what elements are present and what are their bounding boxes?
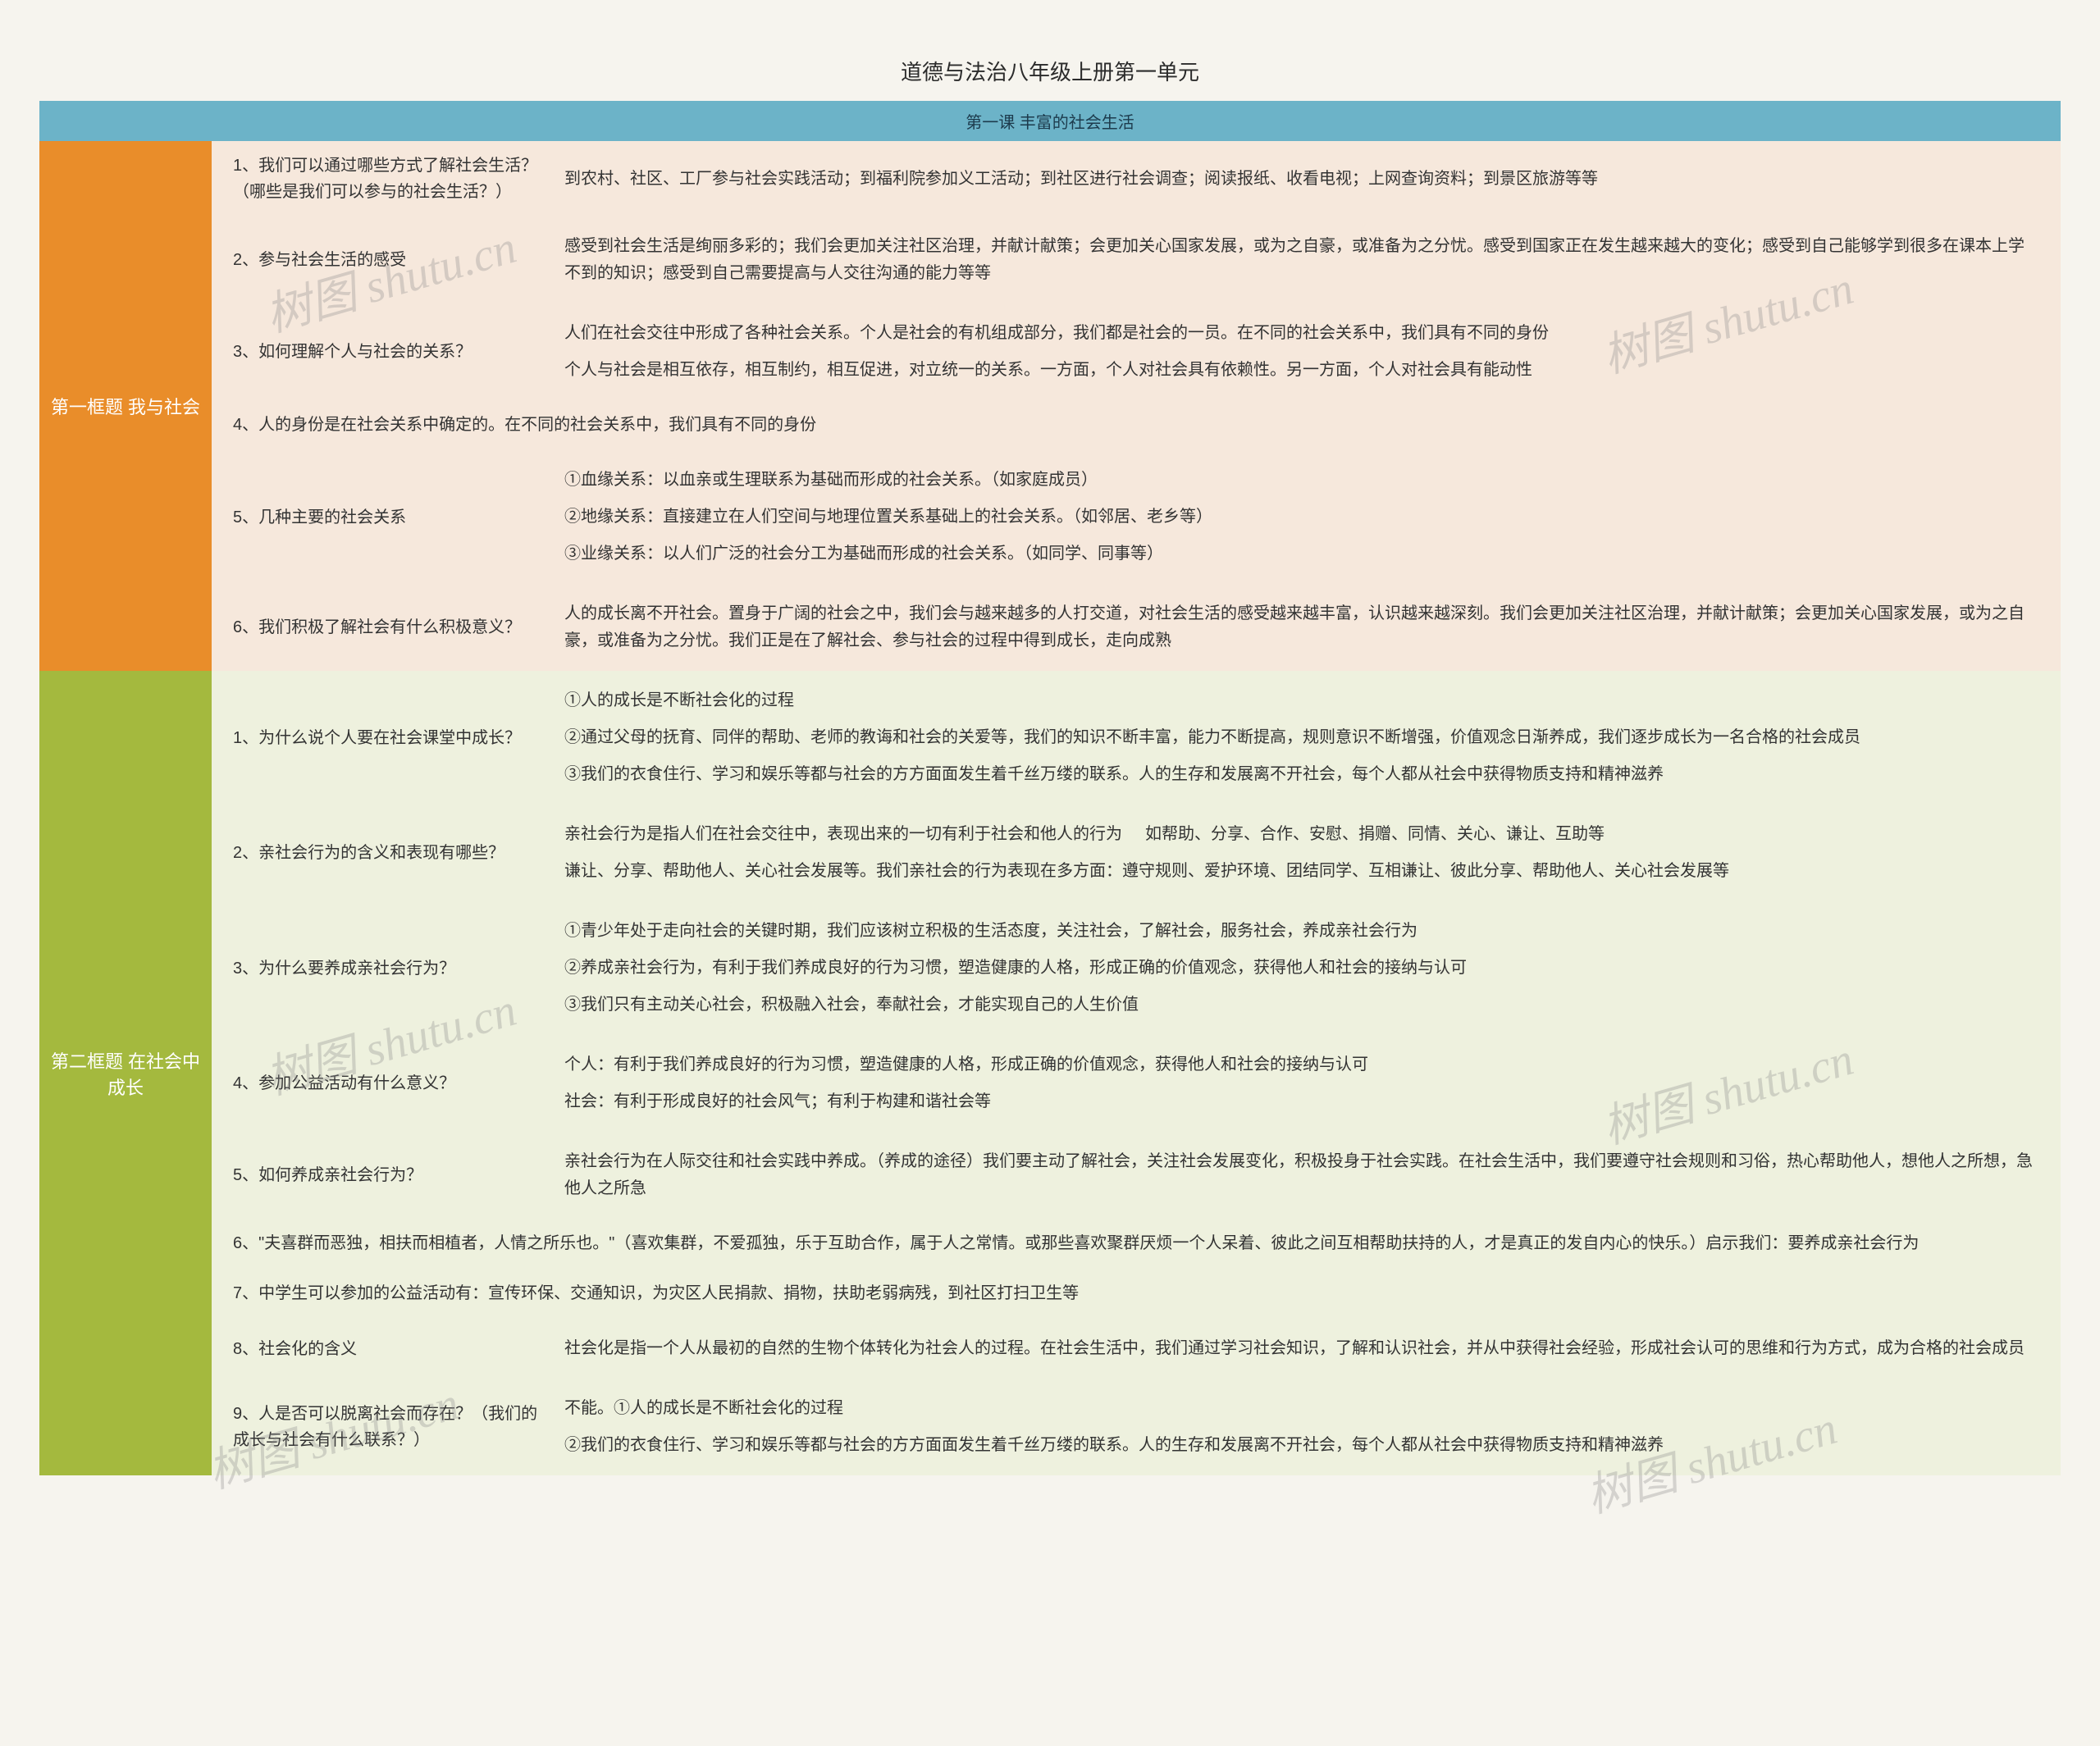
answer-line: 到农村、社区、工厂参与社会实践活动；到福利院参加义工活动；到社区进行社会调查；阅… xyxy=(564,161,2034,198)
answer-line: ③我们的衣食住行、学习和娱乐等都与社会的方方面面发生着千丝万缕的联系。人的生存和… xyxy=(564,756,2034,793)
section-2: 第二框题 在社会中成长 1、为什么说个人要在社会课堂中成长？①人的成长是不断社会… xyxy=(39,671,2061,1475)
question-cell: 9、人是否可以脱离社会而存在？（我们的成长与社会有什么联系？） xyxy=(212,1379,556,1475)
qa-row: 3、为什么要养成亲社会行为？①青少年处于走向社会的关键时期，我们应该树立积极的生… xyxy=(212,901,2061,1035)
answer-line: 谦让、分享、帮助他人、关心社会发展等。我们亲社会的行为表现在多方面：遵守规则、爱… xyxy=(564,853,2034,890)
qa-row: 2、亲社会行为的含义和表现有哪些？亲社会行为是指人们在社会交往中，表现出来的一切… xyxy=(212,805,2061,901)
answer-line: ②养成亲社会行为，有利于我们养成良好的行为习惯，塑造健康的人格，形成正确的价值观… xyxy=(564,950,2034,987)
answer-cell: ①人的成长是不断社会化的过程②通过父母的抚育、同伴的帮助、老师的教诲和社会的关爱… xyxy=(556,671,2061,805)
question-cell: 1、我们可以通过哪些方式了解社会生活？（哪些是我们可以参与的社会生活？） xyxy=(212,141,556,217)
answer-line: ②我们的衣食住行、学习和娱乐等都与社会的方方面面发生着千丝万缕的联系。人的生存和… xyxy=(564,1427,2034,1464)
question-cell: 2、参与社会生活的感受 xyxy=(212,217,556,303)
question-cell: 4、参加公益活动有什么意义？ xyxy=(212,1035,556,1132)
answer-line: ③我们只有主动关心社会，积极融入社会，奉献社会，才能实现自己的人生价值 xyxy=(564,987,2034,1023)
qa-row: 4、参加公益活动有什么意义？个人：有利于我们养成良好的行为习惯，塑造健康的人格，… xyxy=(212,1035,2061,1132)
answer-line: ②通过父母的抚育、同伴的帮助、老师的教诲和社会的关爱等，我们的知识不断丰富，能力… xyxy=(564,719,2034,756)
mindmap-sheet: 道德与法治八年级上册第一单元 第一课 丰富的社会生活 第一框题 我与社会 1、我… xyxy=(39,39,2061,1475)
question-cell: 3、为什么要养成亲社会行为？ xyxy=(212,901,556,1035)
lesson-title: 第一课 丰富的社会生活 xyxy=(39,101,2061,141)
question-cell: 8、社会化的含义 xyxy=(212,1319,556,1379)
page-title: 道德与法治八年级上册第一单元 xyxy=(39,39,2061,101)
answer-line: ②地缘关系：直接建立在人们空间与地理位置关系基础上的社会关系。（如邻居、老乡等） xyxy=(564,499,2034,536)
qa-row: 6、我们积极了解社会有什么积极意义？人的成长离不开社会。置身于广阔的社会之中，我… xyxy=(212,584,2061,671)
section-2-body: 1、为什么说个人要在社会课堂中成长？①人的成长是不断社会化的过程②通过父母的抚育… xyxy=(212,671,2061,1475)
answer-line: ①青少年处于走向社会的关键时期，我们应该树立积极的生活态度，关注社会，了解社会，… xyxy=(564,913,2034,950)
qa-row: 1、为什么说个人要在社会课堂中成长？①人的成长是不断社会化的过程②通过父母的抚育… xyxy=(212,671,2061,805)
answer-line: 不能。①人的成长是不断社会化的过程 xyxy=(564,1390,2034,1427)
answer-line: 亲社会行为在人际交往和社会实践中养成。（养成的途径）我们要主动了解社会，关注社会… xyxy=(564,1143,2034,1207)
answer-line: 个人与社会是相互依存，相互制约，相互促进，对立统一的关系。一方面，个人对社会具有… xyxy=(564,352,2034,389)
qa-row: 3、如何理解个人与社会的关系？人们在社会交往中形成了各种社会关系。个人是社会的有… xyxy=(212,303,2061,400)
answer-cell: 到农村、社区、工厂参与社会实践活动；到福利院参加义工活动；到社区进行社会调查；阅… xyxy=(556,141,2061,217)
answer-line: ①血缘关系：以血亲或生理联系为基础而形成的社会关系。（如家庭成员） xyxy=(564,462,2034,499)
question-cell: 6、我们积极了解社会有什么积极意义？ xyxy=(212,584,556,671)
full-row: 6、"夫喜群而恶独，相扶而相植者，人情之所乐也。"（喜欢集群，不爱孤独，乐于互助… xyxy=(212,1219,2061,1269)
qa-row: 8、社会化的含义社会化是指一个人从最初的自然的生物个体转化为社会人的过程。在社会… xyxy=(212,1319,2061,1379)
answer-line: 感受到社会生活是绚丽多彩的；我们会更加关注社区治理，并献计献策；会更加关心国家发… xyxy=(564,228,2034,292)
answer-cell: 亲社会行为是指人们在社会交往中，表现出来的一切有利于社会和他人的行为如帮助、分享… xyxy=(556,805,2061,901)
section-2-rail: 第二框题 在社会中成长 xyxy=(39,671,212,1475)
answer-line: 社会化是指一个人从最初的自然的生物个体转化为社会人的过程。在社会生活中，我们通过… xyxy=(564,1330,2034,1367)
qa-row: 5、如何养成亲社会行为？亲社会行为在人际交往和社会实践中养成。（养成的途径）我们… xyxy=(212,1132,2061,1219)
answer-line: 人的成长离不开社会。置身于广阔的社会之中，我们会与越来越多的人打交道，对社会生活… xyxy=(564,595,2034,659)
full-row: 4、人的身份是在社会关系中确定的。在不同的社会关系中，我们具有不同的身份 xyxy=(212,400,2061,450)
answer-line: 个人：有利于我们养成良好的行为习惯，塑造健康的人格，形成正确的价值观念，获得他人… xyxy=(564,1046,2034,1083)
question-cell: 1、为什么说个人要在社会课堂中成长？ xyxy=(212,671,556,805)
qa-row: 9、人是否可以脱离社会而存在？（我们的成长与社会有什么联系？）不能。①人的成长是… xyxy=(212,1379,2061,1475)
answer-cell: 人的成长离不开社会。置身于广阔的社会之中，我们会与越来越多的人打交道，对社会生活… xyxy=(556,584,2061,671)
answer-line: 亲社会行为是指人们在社会交往中，表现出来的一切有利于社会和他人的行为如帮助、分享… xyxy=(564,816,2034,853)
answer-line: 社会：有利于形成良好的社会风气；有利于构建和谐社会等 xyxy=(564,1083,2034,1120)
qa-row: 1、我们可以通过哪些方式了解社会生活？（哪些是我们可以参与的社会生活？）到农村、… xyxy=(212,141,2061,217)
answer-cell: 人们在社会交往中形成了各种社会关系。个人是社会的有机组成部分，我们都是社会的一员… xyxy=(556,303,2061,400)
section-1: 第一框题 我与社会 1、我们可以通过哪些方式了解社会生活？（哪些是我们可以参与的… xyxy=(39,141,2061,671)
qa-row: 5、几种主要的社会关系①血缘关系：以血亲或生理联系为基础而形成的社会关系。（如家… xyxy=(212,450,2061,584)
answer-cell: 感受到社会生活是绚丽多彩的；我们会更加关注社区治理，并献计献策；会更加关心国家发… xyxy=(556,217,2061,303)
answer-cell: 亲社会行为在人际交往和社会实践中养成。（养成的途径）我们要主动了解社会，关注社会… xyxy=(556,1132,2061,1219)
question-cell: 3、如何理解个人与社会的关系？ xyxy=(212,303,556,400)
question-cell: 2、亲社会行为的含义和表现有哪些？ xyxy=(212,805,556,901)
full-row: 7、中学生可以参加的公益活动有：宣传环保、交通知识，为灾区人民捐款、捐物，扶助老… xyxy=(212,1269,2061,1319)
question-cell: 5、几种主要的社会关系 xyxy=(212,450,556,584)
answer-cell: 不能。①人的成长是不断社会化的过程②我们的衣食住行、学习和娱乐等都与社会的方方面… xyxy=(556,1379,2061,1475)
answer-line: ③业缘关系：以人们广泛的社会分工为基础而形成的社会关系。（如同学、同事等） xyxy=(564,536,2034,572)
answer-cell: 社会化是指一个人从最初的自然的生物个体转化为社会人的过程。在社会生活中，我们通过… xyxy=(556,1319,2061,1379)
section-1-body: 1、我们可以通过哪些方式了解社会生活？（哪些是我们可以参与的社会生活？）到农村、… xyxy=(212,141,2061,671)
answer-cell: ①血缘关系：以血亲或生理联系为基础而形成的社会关系。（如家庭成员）②地缘关系：直… xyxy=(556,450,2061,584)
question-cell: 5、如何养成亲社会行为？ xyxy=(212,1132,556,1219)
answer-cell: ①青少年处于走向社会的关键时期，我们应该树立积极的生活态度，关注社会，了解社会，… xyxy=(556,901,2061,1035)
qa-row: 2、参与社会生活的感受感受到社会生活是绚丽多彩的；我们会更加关注社区治理，并献计… xyxy=(212,217,2061,303)
answer-cell: 个人：有利于我们养成良好的行为习惯，塑造健康的人格，形成正确的价值观念，获得他人… xyxy=(556,1035,2061,1132)
section-1-rail: 第一框题 我与社会 xyxy=(39,141,212,671)
answer-line: ①人的成长是不断社会化的过程 xyxy=(564,682,2034,719)
answer-line: 人们在社会交往中形成了各种社会关系。个人是社会的有机组成部分，我们都是社会的一员… xyxy=(564,315,2034,352)
